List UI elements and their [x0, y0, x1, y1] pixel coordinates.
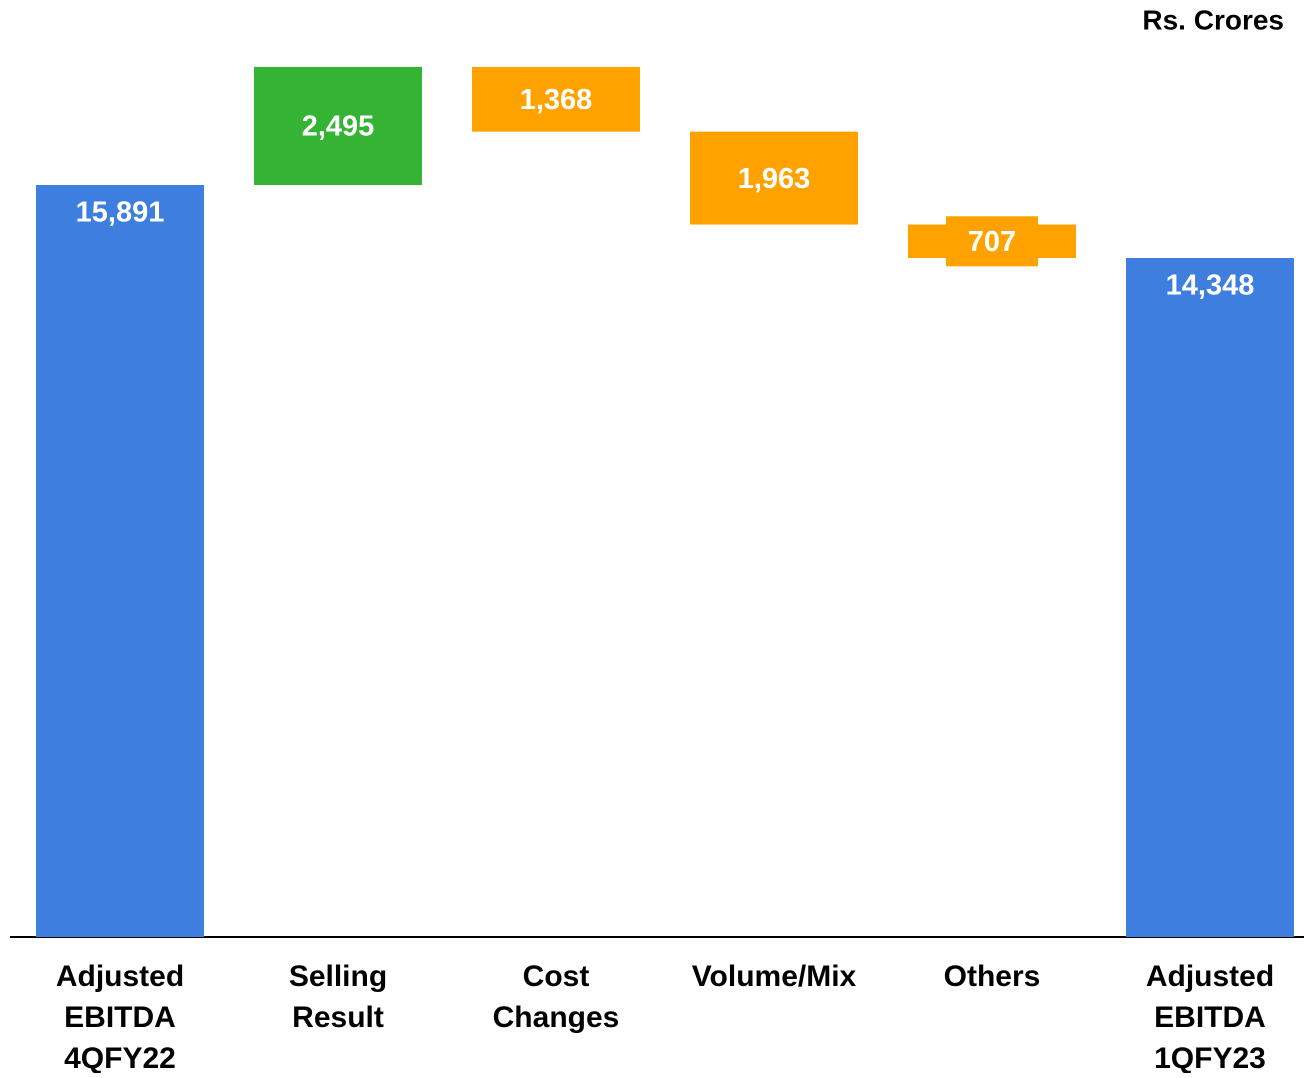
- x-tick-label: Volume/Mix: [692, 960, 857, 993]
- x-tick-label: 1QFY23: [1154, 1042, 1266, 1073]
- x-tick-label: Selling: [289, 960, 387, 993]
- value-label: 2,495: [302, 111, 375, 143]
- unit-label: Rs. Crores: [1142, 4, 1284, 35]
- x-tick-label: Cost: [523, 960, 590, 993]
- x-tick-label: Others: [944, 960, 1041, 993]
- value-label: 1,963: [738, 163, 811, 195]
- bar: [690, 131, 858, 225]
- value-label: 1,368: [520, 84, 593, 116]
- bar: [1126, 258, 1294, 938]
- x-tick-label: Changes: [493, 1001, 620, 1034]
- x-tick-label: EBITDA: [1154, 1001, 1266, 1034]
- x-tick-label: 4QFY22: [64, 1042, 176, 1073]
- value-label: 15,891: [76, 197, 165, 229]
- x-tick-label: Result: [292, 1001, 384, 1034]
- bar: [254, 66, 422, 185]
- x-tick-label: EBITDA: [64, 1001, 176, 1034]
- bar: [36, 184, 204, 937]
- x-tick-label: Adjusted: [1146, 960, 1274, 993]
- label-background: [946, 216, 1038, 267]
- value-label: 707: [968, 226, 1016, 258]
- bar: [472, 66, 640, 132]
- x-tick-label: Adjusted: [56, 960, 184, 993]
- value-label: 14,348: [1166, 270, 1255, 302]
